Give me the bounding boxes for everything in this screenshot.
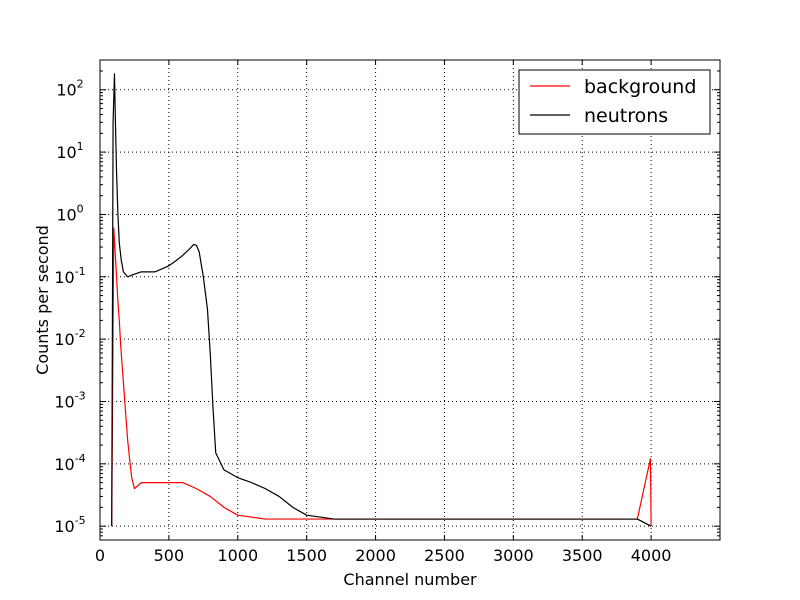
y-tick-label: 100: [56, 202, 83, 224]
plot-frame: [99, 59, 721, 541]
y-tick-label: 101: [56, 140, 83, 162]
x-tick-label: 0: [95, 546, 105, 565]
y-tick-label: 102: [56, 78, 83, 100]
y-tick-label: 10-5: [54, 514, 85, 536]
x-tick-label: 2000: [355, 546, 396, 565]
legend-label-background: background: [584, 76, 696, 98]
x-tick-label: 1500: [286, 546, 327, 565]
x-tick-label: 2500: [424, 546, 465, 565]
x-tick-label: 4000: [631, 546, 672, 565]
axes: 0 500 1000 1500 2000 2500 3000 3500 4000 10-5 10-4…: [54, 59, 721, 565]
x-tick-label: 3000: [493, 546, 534, 565]
series-line-neutrons: [111, 73, 652, 527]
y-tick-label: 10-1: [54, 265, 85, 287]
legend-box: [518, 69, 711, 135]
legend: background neutrons: [518, 69, 711, 135]
series-line-background: [111, 227, 652, 527]
y-tick-label: 10-2: [54, 327, 85, 349]
legend-label-neutrons: neutrons: [584, 105, 668, 127]
x-tick-label: 1000: [217, 546, 258, 565]
x-axis-label: Channel number: [343, 570, 477, 589]
x-tick-label: 500: [154, 546, 185, 565]
x-tick-label: 3500: [562, 546, 603, 565]
grid-lines: [100, 60, 720, 540]
y-tick-label: 10-3: [54, 389, 85, 411]
y-tick-label: 10-4: [54, 452, 85, 474]
series-layer: [111, 73, 652, 527]
y-axis-label: Counts per second: [33, 225, 52, 375]
